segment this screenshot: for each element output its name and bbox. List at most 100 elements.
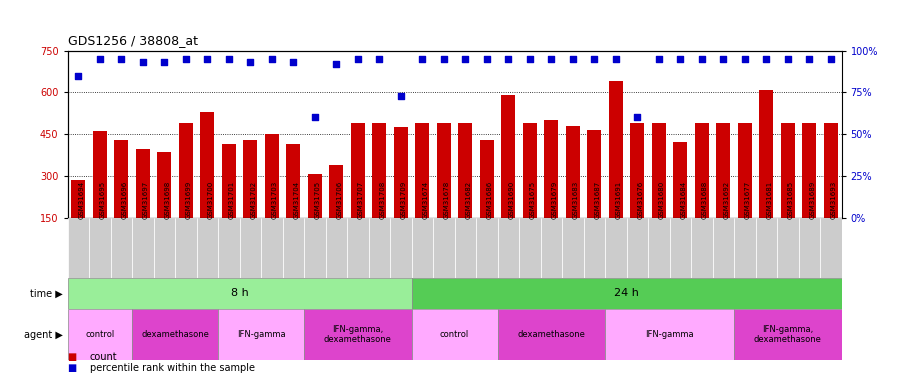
Point [221, 56, 236, 62]
Text: agent ▶: agent ▶ [24, 330, 63, 340]
FancyBboxPatch shape [154, 217, 175, 278]
FancyBboxPatch shape [304, 217, 326, 278]
Text: GSM31698: GSM31698 [164, 181, 170, 219]
Point [243, 59, 257, 65]
Bar [781, 123, 795, 218]
Text: percentile rank within the sample: percentile rank within the sample [90, 363, 255, 373]
Text: ■: ■ [68, 352, 76, 362]
Point [308, 114, 322, 120]
Point [630, 114, 644, 120]
FancyBboxPatch shape [498, 309, 605, 360]
Text: GSM31675: GSM31675 [530, 181, 536, 219]
FancyBboxPatch shape [411, 217, 433, 278]
Text: GSM31705: GSM31705 [315, 181, 320, 219]
Text: GSM31677: GSM31677 [745, 181, 751, 219]
Bar [544, 120, 558, 218]
Text: GSM31709: GSM31709 [400, 181, 407, 219]
Point [716, 56, 731, 62]
Text: dexamethasone: dexamethasone [518, 330, 585, 339]
Text: 24 h: 24 h [614, 288, 639, 298]
Text: GSM31678: GSM31678 [444, 181, 450, 219]
Bar [394, 127, 408, 218]
Bar [608, 81, 623, 218]
Point [286, 59, 301, 65]
FancyBboxPatch shape [411, 278, 842, 309]
Text: GSM31692: GSM31692 [724, 181, 729, 219]
Text: GSM31686: GSM31686 [487, 181, 493, 219]
Bar [523, 123, 536, 218]
Bar [673, 142, 688, 218]
Point [157, 59, 171, 65]
Point [136, 59, 150, 65]
Bar [201, 112, 214, 218]
Text: 8 h: 8 h [230, 288, 248, 298]
Text: GSM31700: GSM31700 [207, 181, 213, 219]
Bar [824, 123, 838, 218]
Point [738, 56, 752, 62]
Text: GSM31701: GSM31701 [229, 181, 235, 219]
Text: GSM31683: GSM31683 [572, 181, 579, 219]
FancyBboxPatch shape [111, 217, 132, 278]
Point [673, 56, 688, 62]
Text: IFN-gamma: IFN-gamma [237, 330, 285, 339]
Text: IFN-gamma: IFN-gamma [645, 330, 694, 339]
FancyBboxPatch shape [411, 309, 498, 360]
Text: GSM31702: GSM31702 [250, 181, 256, 219]
FancyBboxPatch shape [691, 217, 713, 278]
Text: GSM31691: GSM31691 [616, 181, 622, 219]
FancyBboxPatch shape [734, 309, 842, 360]
Bar [329, 165, 343, 218]
FancyBboxPatch shape [283, 217, 304, 278]
Bar [265, 134, 279, 218]
Bar [286, 144, 301, 218]
FancyBboxPatch shape [820, 217, 842, 278]
FancyBboxPatch shape [519, 217, 541, 278]
FancyBboxPatch shape [132, 217, 154, 278]
Bar [158, 152, 171, 217]
Text: GSM31696: GSM31696 [122, 181, 127, 219]
FancyBboxPatch shape [89, 217, 111, 278]
FancyBboxPatch shape [239, 217, 261, 278]
FancyBboxPatch shape [605, 309, 734, 360]
Text: time ▶: time ▶ [31, 288, 63, 298]
FancyBboxPatch shape [261, 217, 283, 278]
Text: GSM31682: GSM31682 [465, 181, 472, 219]
Point [587, 56, 601, 62]
Text: GSM31676: GSM31676 [637, 181, 643, 219]
FancyBboxPatch shape [347, 217, 368, 278]
Text: GSM31695: GSM31695 [100, 181, 106, 219]
Text: GSM31680: GSM31680 [659, 181, 665, 219]
Point [415, 56, 429, 62]
FancyBboxPatch shape [713, 217, 734, 278]
Point [200, 56, 214, 62]
Text: GSM31681: GSM31681 [766, 181, 772, 219]
Bar [179, 123, 193, 218]
Bar [114, 140, 128, 218]
Text: GSM31697: GSM31697 [143, 181, 148, 219]
Text: GSM31688: GSM31688 [702, 181, 707, 219]
Bar [652, 123, 666, 218]
FancyBboxPatch shape [670, 217, 691, 278]
Bar [802, 123, 816, 218]
Point [501, 56, 516, 62]
Point [608, 56, 623, 62]
FancyBboxPatch shape [454, 217, 476, 278]
Bar [458, 123, 473, 218]
Point [436, 56, 451, 62]
Text: GSM31699: GSM31699 [185, 181, 192, 219]
Bar [738, 123, 752, 218]
Point [329, 61, 344, 67]
Text: GSM31689: GSM31689 [809, 181, 815, 219]
Point [178, 56, 193, 62]
FancyBboxPatch shape [326, 217, 347, 278]
Text: GSM31674: GSM31674 [422, 181, 428, 219]
Point [523, 56, 537, 62]
FancyBboxPatch shape [498, 217, 519, 278]
Text: GSM31703: GSM31703 [272, 181, 278, 219]
Text: IFN-gamma,
dexamethasone: IFN-gamma, dexamethasone [754, 325, 822, 344]
Point [71, 73, 86, 79]
FancyBboxPatch shape [583, 217, 605, 278]
FancyBboxPatch shape [605, 217, 626, 278]
Text: dexamethasone: dexamethasone [141, 330, 209, 339]
Point [652, 56, 666, 62]
